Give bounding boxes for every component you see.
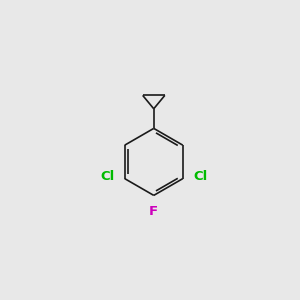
Text: Cl: Cl bbox=[100, 170, 115, 183]
Text: Cl: Cl bbox=[193, 170, 207, 183]
Text: F: F bbox=[149, 205, 158, 218]
